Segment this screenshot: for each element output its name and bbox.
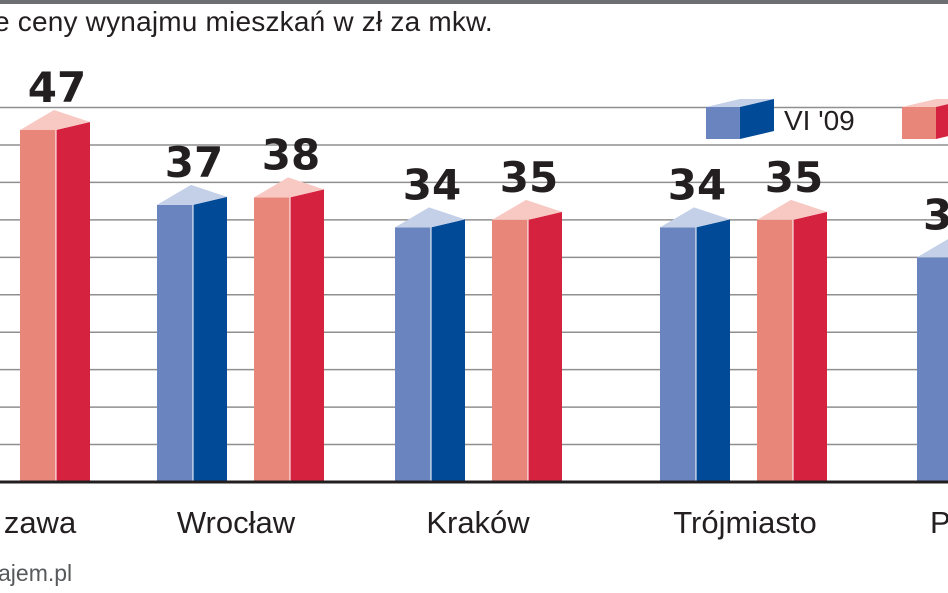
bar-side-face [290,189,324,483]
legend-swatch-series-2-front [902,107,936,139]
value-label: 35 [500,153,558,202]
bar-front-face [254,197,290,483]
bar-top-face [917,239,948,258]
category-label: P [930,505,948,540]
value-label: 35 [765,153,823,202]
legend-item-series-2 [902,99,948,139]
legend-item-series-1: VI '09 [706,99,855,139]
value-label: 34 [668,160,726,209]
top-rule [0,0,948,4]
bars [20,110,948,483]
bar-front-face [917,257,948,482]
bar-front-face [492,219,528,482]
bar-top-face [157,184,227,205]
bar-front-face [660,227,696,482]
bar-side-face [528,211,562,482]
value-label: 38 [262,130,320,179]
source-note: ajem.pl [0,560,73,586]
bar-side-face [793,211,827,482]
legend: VI '09 [706,99,948,139]
legend-swatch-series-2-top [902,99,948,107]
value-label: 47 [28,63,86,112]
bar-front-face [395,227,431,482]
bar-top-face [20,110,90,130]
bar-top-face [492,199,562,220]
category-labels: zawa Wrocław Kraków Trójmiasto P [4,505,948,540]
bar-top-face [254,177,324,198]
bar-s1-3 [660,207,730,483]
bar-s2-3 [757,199,827,482]
category-label: Trójmiasto [673,505,817,540]
chart-title: e ceny wynajmu mieszkań w zł za mkw. [0,6,493,37]
bar-side-face [696,219,730,483]
bar-s2-2 [492,199,562,482]
bar-s2-1 [254,177,324,483]
value-label: 37 [165,138,223,187]
category-label: Kraków [426,505,530,540]
category-label: Wrocław [177,505,296,540]
bar-side-face [56,122,90,482]
legend-swatch-series-2-side [936,104,948,139]
bar-front-face [157,204,193,482]
category-label: zawa [4,505,77,540]
bar-side-face [431,219,465,483]
bar-s1-2 [395,207,465,483]
value-label: 34 [403,160,461,209]
legend-swatch-series-1-side [740,99,774,139]
bar-s1-1 [157,184,227,482]
bar-front-face [757,219,793,482]
bar-s2-0 [20,110,90,482]
bar-s1-4 [917,239,948,482]
legend-swatch-series-1-top [706,99,774,107]
legend-label-series-1: VI '09 [784,105,855,136]
legend-swatch-series-1-front [706,107,740,139]
value-labels: 47 37 38 34 35 34 35 3 [28,63,948,239]
bar-side-face [193,196,227,482]
value-label: 3 [923,190,948,239]
bar-front-face [20,130,56,482]
bar-top-face [757,199,827,220]
bar-top-face [660,207,730,228]
bar-top-face [395,207,465,228]
